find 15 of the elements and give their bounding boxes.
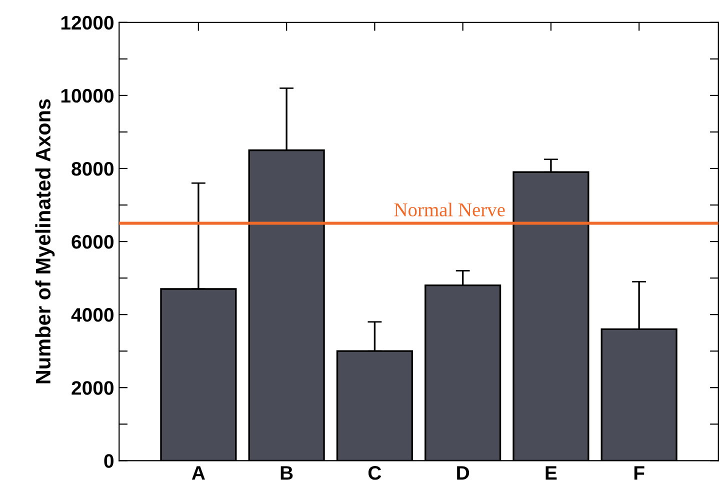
x-tick-label: F xyxy=(634,466,644,480)
y-tick-label: 8000 xyxy=(72,162,114,176)
x-tick-label: C xyxy=(368,466,382,480)
y-tick-label: 10000 xyxy=(61,88,114,103)
y-tick-label: 6000 xyxy=(72,235,114,249)
x-tick-label: E xyxy=(546,466,557,480)
y-axis-title: Number of Myelinated Axons xyxy=(35,99,55,384)
ref-line-label: Normal Nerve xyxy=(394,202,505,216)
y-tick-label: 2000 xyxy=(72,381,114,395)
x-tick-label: D xyxy=(457,466,470,480)
y-tick-label: 0 xyxy=(104,454,114,468)
y-tick-label: 12000 xyxy=(61,16,114,30)
x-tick-label: B xyxy=(280,466,293,480)
x-tick-label: A xyxy=(192,466,205,480)
y-tick-label: 4000 xyxy=(71,308,114,322)
